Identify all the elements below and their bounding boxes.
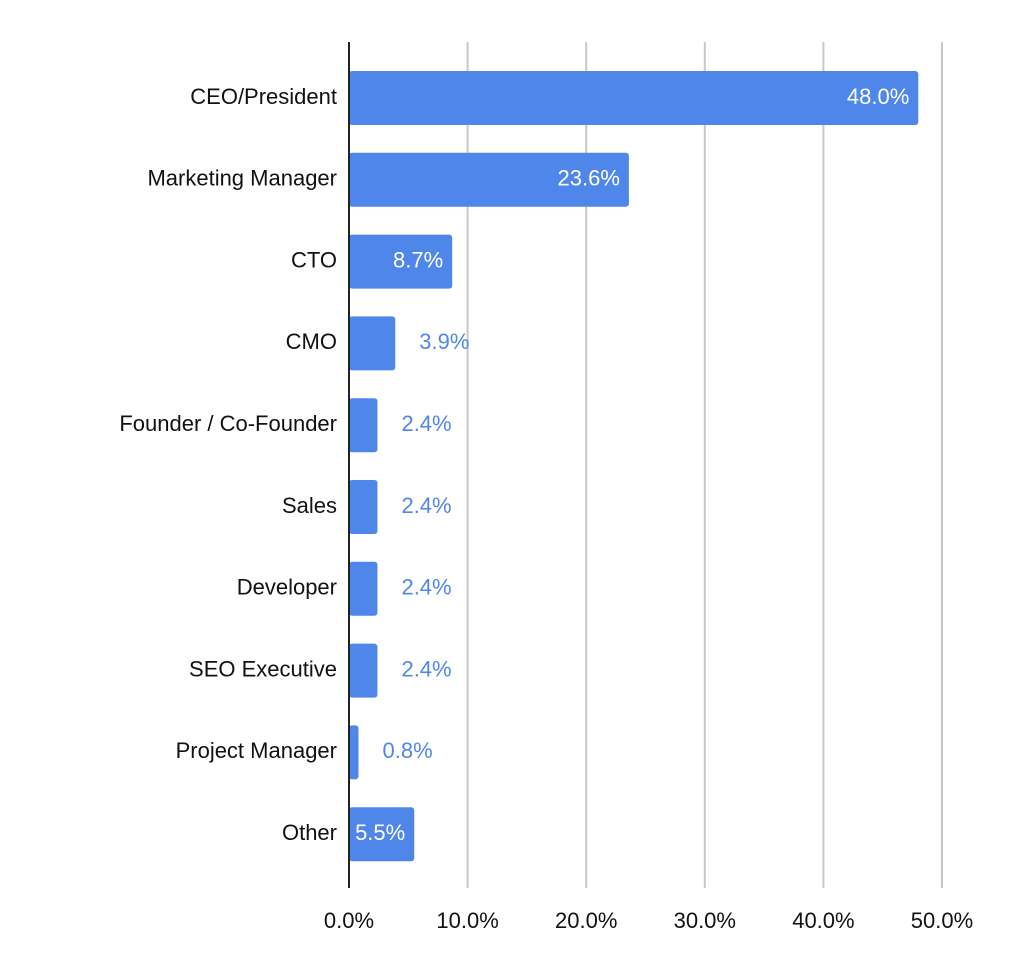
bar-cto [349,234,453,289]
bar-founder-co-founder [349,398,378,453]
category-label-cto: CTO [291,247,337,272]
x-tick-label-10: 10.0% [436,908,498,933]
data-label-founder-co-founder: 2.4% [401,411,451,436]
bar-sales [349,480,378,534]
bar-cmo [349,316,396,371]
data-label-seo-executive: 2.4% [401,656,451,681]
category-label-developer: Developer [237,575,337,600]
data-label-sales: 2.4% [401,493,451,518]
category-label-seo-executive: SEO Executive [189,656,337,681]
x-tick-label-20: 20.0% [555,908,617,933]
category-label-cmo: CMO [286,329,337,354]
category-label-founder-co-founder: Founder / Co-Founder [119,411,337,436]
data-label-developer: 2.4% [401,575,451,600]
bar-seo-executive [349,643,378,698]
data-label-marketing-manager: 23.6% [558,166,620,191]
category-label-project-manager: Project Manager [176,738,337,763]
data-labels: 48.0% 23.6% 8.7% 3.9% 2.4% 2.4% 2.4% 2.4% 0.8% 5.… [355,84,909,845]
data-label-other: 5.5% [355,820,405,845]
x-tick-label-40: 40.0% [792,908,854,933]
bars [349,71,919,862]
category-label-marketing-manager: Marketing Manager [147,166,337,191]
category-label-ceo-president: CEO/President [190,84,337,109]
bar-other [349,807,415,862]
category-label-other: Other [282,820,337,845]
category-labels: CEO/President Marketing Manager CTO CMO Foun… [119,84,337,845]
bar-ceo-president [349,71,919,125]
bar-project-manager [349,725,359,780]
category-label-sales: Sales [282,493,337,518]
bar-marketing-manager [349,152,629,207]
x-tick-label-0: 0.0% [324,908,374,933]
data-label-cto: 8.7% [393,247,443,272]
x-tick-label-30: 30.0% [674,908,736,933]
data-label-project-manager: 0.8% [382,738,432,763]
x-tick-labels: 0.0% 10.0% 20.0% 30.0% 40.0% 50.0% [324,908,973,933]
data-label-cmo: 3.9% [419,329,469,354]
data-label-ceo-president: 48.0% [847,84,909,109]
bar-developer [349,561,378,616]
x-tick-label-50: 50.0% [911,908,973,933]
